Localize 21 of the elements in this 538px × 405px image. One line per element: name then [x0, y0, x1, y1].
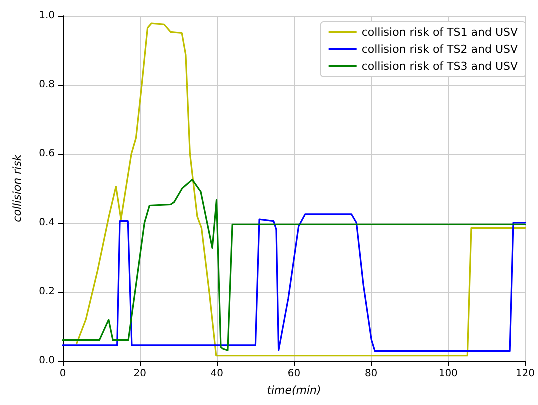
- x-tick-label: 0: [60, 368, 66, 380]
- y-axis-title: collision risk: [11, 154, 24, 222]
- y-tick-label: 0.6: [39, 148, 55, 160]
- x-tick-label: 120: [516, 368, 536, 380]
- line-series: [62, 214, 526, 352]
- x-axis-title: time(min): [267, 384, 322, 397]
- y-tick-label: 0.2: [39, 286, 55, 298]
- y-tick-label: 0.8: [39, 80, 55, 90]
- x-tick-label: 40: [210, 368, 224, 380]
- legend-label: collision risk of TS3 and USV: [362, 60, 518, 73]
- line-series: [62, 179, 526, 352]
- legend-label: collision risk of TS2 and USV: [362, 43, 518, 56]
- y-tick-label: 0.0: [39, 356, 55, 366]
- line-series: [76, 22, 526, 357]
- y-tick-label: 0.4: [39, 218, 55, 228]
- x-tick-label: 100: [438, 368, 458, 380]
- x-tick-label: 60: [288, 368, 301, 380]
- legend-label: collision risk of TS1 and USV: [362, 26, 518, 39]
- y-tick-label: 1.0: [39, 10, 55, 22]
- x-tick-label: 20: [134, 368, 146, 380]
- x-tick-label: 80: [364, 368, 378, 380]
